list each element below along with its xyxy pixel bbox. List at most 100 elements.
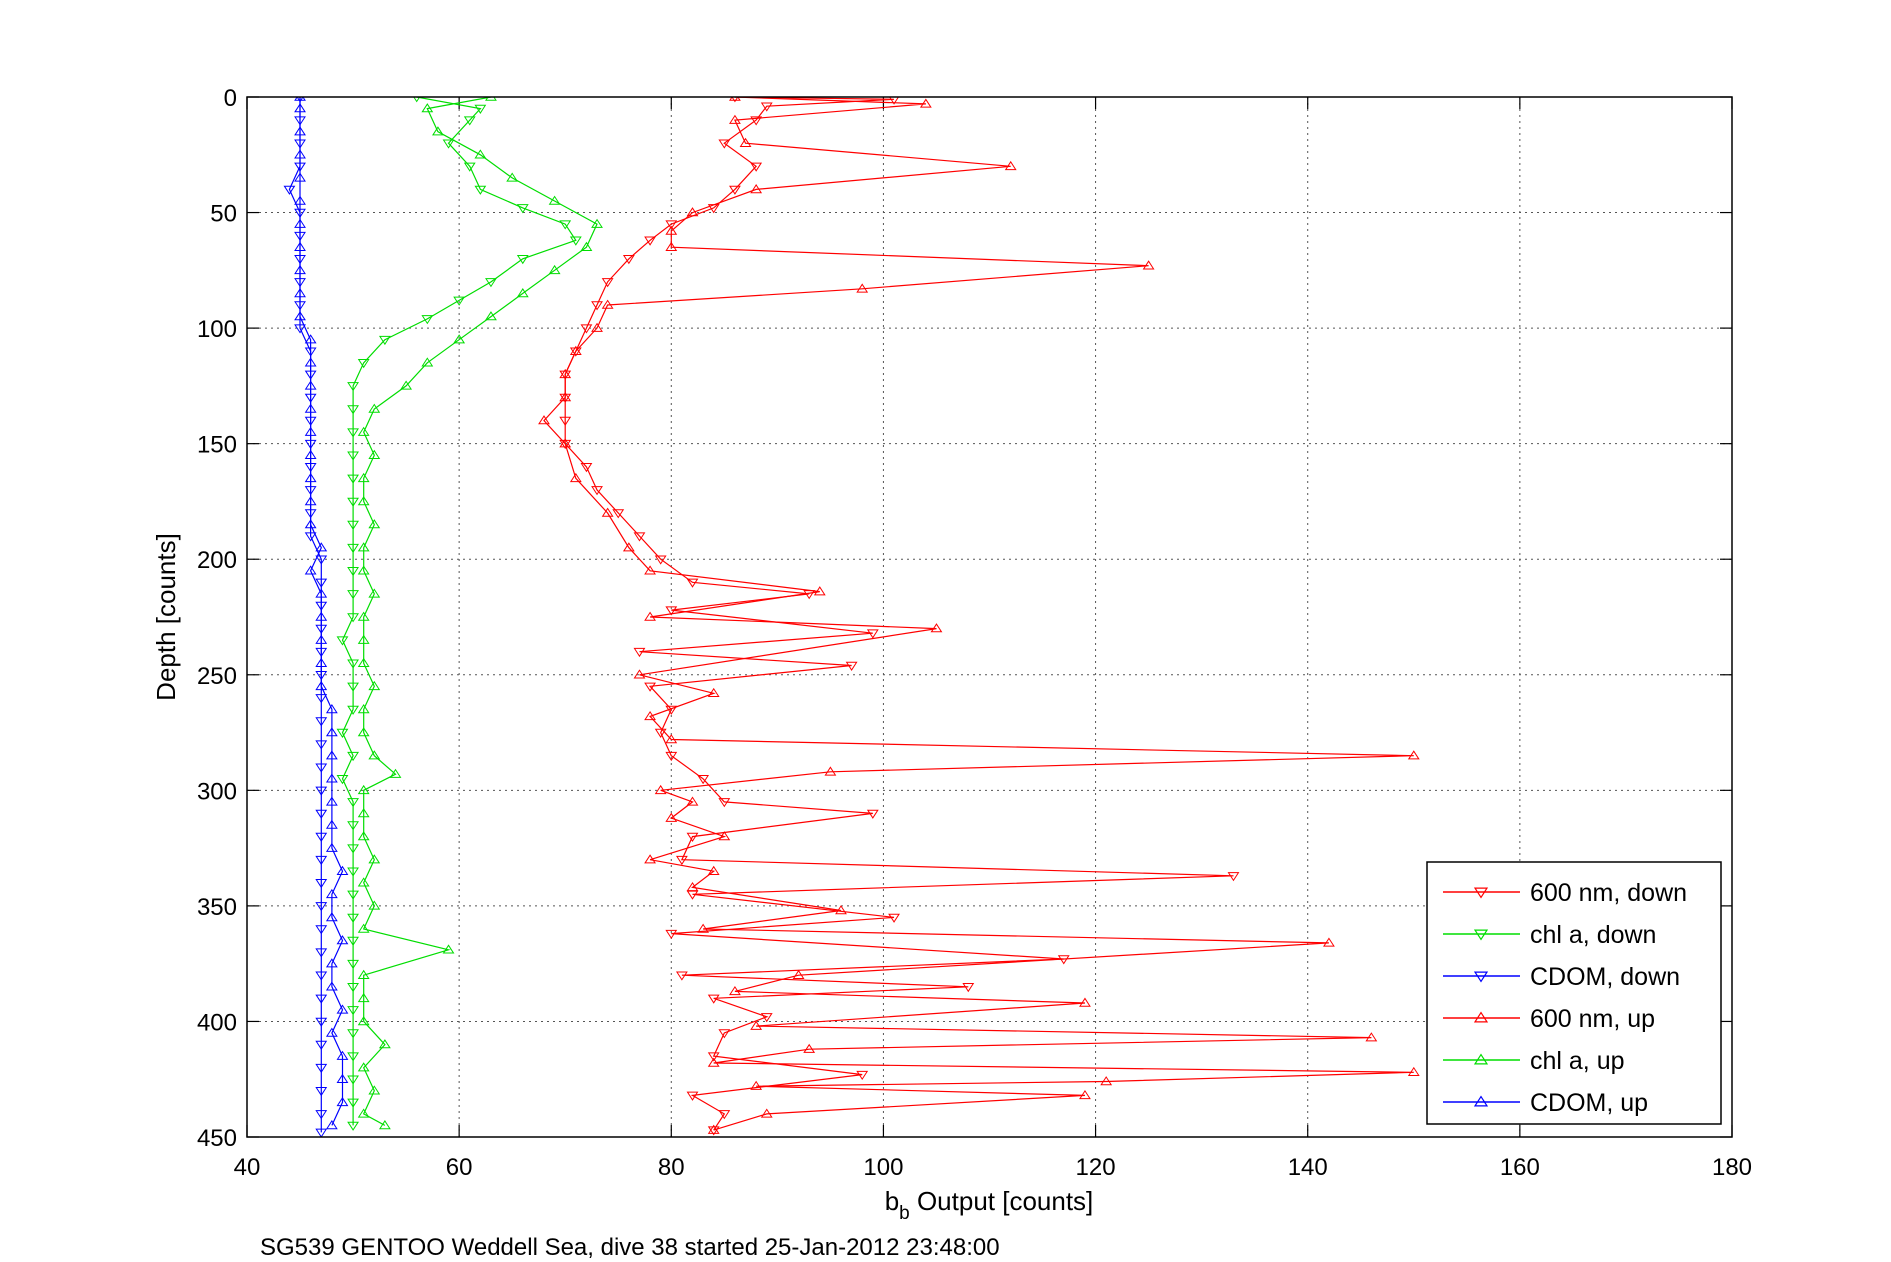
data-point-600-nm-up bbox=[559, 392, 572, 402]
y-tick-labels: 0 50 100 150 200 250 300 350 400 450 bbox=[197, 85, 237, 1152]
data-point-cdom-up bbox=[325, 981, 338, 991]
legend-box bbox=[1426, 861, 1722, 1125]
data-point-cdom-down bbox=[315, 717, 328, 727]
data-point-600-nm-up bbox=[750, 1080, 763, 1090]
x-tick-labels: 40 60 80 100 120 140 160 180 bbox=[234, 1154, 1752, 1181]
x-axis-label: bb Output [counts] bbox=[885, 1186, 1094, 1224]
x-tick-label: 180 bbox=[1712, 1154, 1752, 1181]
data-point-cdom-up bbox=[294, 241, 306, 251]
data-point-600-nm-down bbox=[866, 629, 879, 639]
data-point-cdom-up bbox=[325, 727, 338, 737]
data-point-cdom-up bbox=[294, 103, 306, 113]
data-point-cdom-down bbox=[315, 1128, 328, 1137]
data-point-600-nm-up bbox=[686, 207, 699, 217]
data-point-chl-a-down bbox=[347, 798, 359, 808]
data-point-cdom-up bbox=[325, 704, 338, 714]
data-point-chl-a-up bbox=[357, 877, 370, 887]
data-point-cdom-down bbox=[315, 948, 328, 958]
legend-swatch-marker bbox=[1473, 1095, 1489, 1107]
data-point-cdom-up bbox=[336, 1050, 349, 1060]
data-point-cdom-up bbox=[294, 149, 306, 159]
legend-swatch-marker bbox=[1473, 1053, 1489, 1065]
y-tick-label: 50 bbox=[210, 201, 237, 228]
data-point-cdom-up bbox=[294, 264, 306, 275]
data-point-chl-a-up bbox=[357, 808, 370, 818]
data-point-600-nm-up bbox=[569, 345, 582, 355]
data-point-cdom-up bbox=[304, 472, 317, 483]
x-tick-label: 100 bbox=[863, 1154, 903, 1181]
data-point-cdom-down bbox=[315, 879, 328, 889]
legend-swatch-marker bbox=[1473, 887, 1489, 899]
data-point-600-nm-up bbox=[665, 734, 678, 744]
data-point-600-nm-down bbox=[718, 139, 731, 149]
data-point-chl-a-down bbox=[516, 255, 529, 265]
data-point-600-nm-down bbox=[654, 555, 667, 565]
data-point-cdom-up bbox=[304, 519, 317, 529]
data-point-chl-a-up bbox=[368, 519, 381, 529]
data-point-chl-a-up bbox=[442, 944, 455, 954]
data-point-chl-a-down bbox=[347, 867, 359, 877]
data-point-600-nm-down bbox=[1227, 872, 1240, 882]
data-point-cdom-up bbox=[315, 542, 328, 552]
data-point-600-nm-up bbox=[1142, 260, 1155, 270]
data-point-600-nm-up bbox=[665, 812, 678, 822]
data-point-chl-a-up bbox=[357, 784, 370, 795]
data-point-600-nm-up bbox=[538, 415, 550, 425]
data-point-chl-a-down bbox=[347, 705, 359, 715]
data-point-600-nm-down bbox=[654, 728, 667, 738]
data-point-600-nm-up bbox=[665, 241, 678, 251]
data-point-cdom-up bbox=[304, 334, 317, 344]
data-point-chl-a-up bbox=[485, 97, 497, 101]
data-point-chl-a-down bbox=[347, 590, 359, 600]
data-point-cdom-up bbox=[325, 1027, 338, 1037]
data-point-chl-a-down bbox=[347, 1098, 359, 1108]
data-point-chl-a-up bbox=[368, 449, 381, 459]
data-point-chl-a-down bbox=[347, 474, 359, 484]
plot-frame bbox=[246, 96, 1733, 1138]
data-point-600-nm-down bbox=[644, 236, 656, 246]
y-tick-label: 250 bbox=[197, 663, 237, 690]
data-point-600-nm-down bbox=[888, 913, 900, 923]
data-point-chl-a-down bbox=[463, 162, 476, 172]
y-tick-label: 100 bbox=[197, 316, 237, 343]
data-point-cdom-up bbox=[304, 403, 317, 413]
data-point-chl-a-up bbox=[548, 195, 561, 205]
data-point-600-nm-down bbox=[559, 439, 572, 450]
data-point-600-nm-down bbox=[697, 775, 710, 785]
data-point-600-nm-up bbox=[750, 1020, 763, 1030]
data-point-chl-a-up bbox=[357, 1062, 370, 1072]
data-point-cdom-up bbox=[325, 750, 338, 760]
data-point-chl-a-down bbox=[357, 359, 370, 369]
data-point-chl-a-up bbox=[368, 900, 381, 910]
data-series bbox=[283, 97, 1420, 1137]
data-point-chl-a-down bbox=[474, 104, 487, 114]
data-point-chl-a-up bbox=[357, 565, 370, 575]
data-point-chl-a-up bbox=[368, 1085, 381, 1095]
data-point-chl-a-down bbox=[347, 405, 359, 415]
data-point-cdom-up bbox=[294, 97, 306, 101]
data-point-chl-a-down bbox=[347, 936, 359, 946]
legend-swatch-marker bbox=[1473, 1011, 1489, 1023]
figure-caption: SG539 GENTOO Weddell Sea, dive 38 starte… bbox=[260, 1234, 1000, 1261]
data-point-cdom-up bbox=[315, 588, 328, 598]
data-point-cdom-up bbox=[304, 449, 317, 459]
data-point-chl-a-down bbox=[559, 220, 572, 230]
legend-label: 600 nm, down bbox=[1530, 879, 1687, 907]
data-point-cdom-up bbox=[304, 357, 317, 367]
data-point-chl-a-up bbox=[432, 126, 444, 136]
data-point-chl-a-down bbox=[336, 775, 349, 785]
legend-entries: 600 nm, down chl a, down CDOM, down 600 nm,… bbox=[1443, 879, 1687, 1117]
series-600-nm-up bbox=[538, 97, 1420, 1134]
series-line-600-nm-up bbox=[543, 97, 1414, 1131]
data-point-cdom-down bbox=[315, 740, 328, 750]
data-point-chl-a-up bbox=[357, 831, 370, 841]
data-point-cdom-up bbox=[325, 1120, 338, 1130]
data-point-600-nm-up bbox=[813, 586, 826, 596]
data-point-cdom-up bbox=[315, 657, 328, 667]
data-point-cdom-down bbox=[315, 902, 328, 912]
data-point-600-nm-up bbox=[856, 283, 869, 293]
legend-label: chl a, down bbox=[1530, 921, 1656, 949]
data-point-600-nm-up bbox=[644, 710, 656, 721]
data-point-600-nm-down bbox=[580, 463, 593, 473]
